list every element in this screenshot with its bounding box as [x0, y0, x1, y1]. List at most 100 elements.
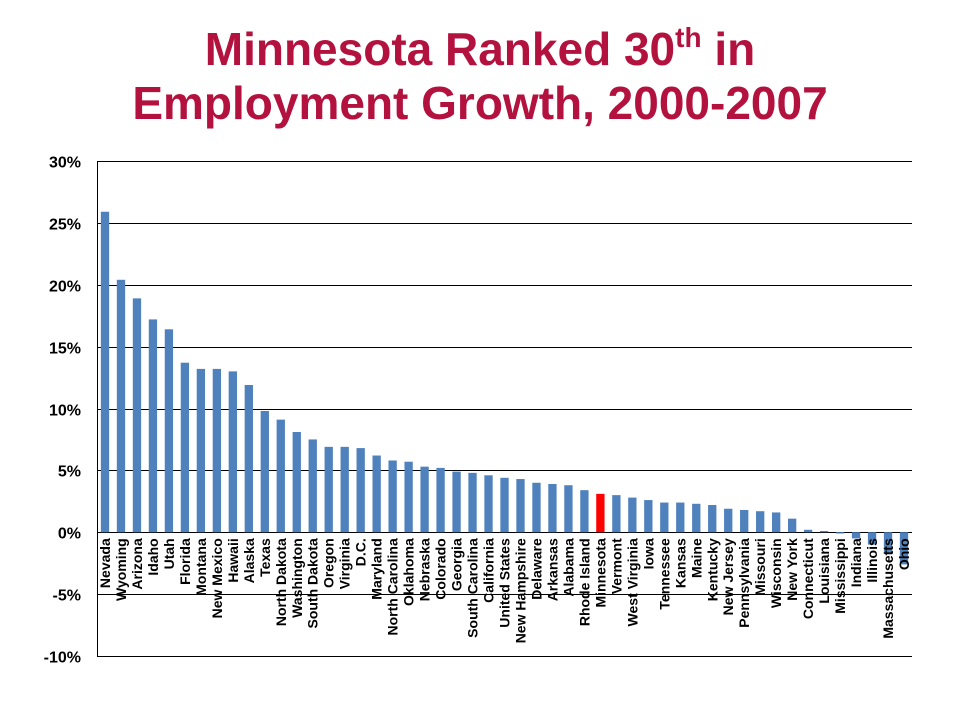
bar: [756, 511, 765, 533]
x-category-label: Maryland: [369, 538, 385, 599]
y-tick-label: -10%: [44, 650, 81, 667]
x-category-label: Montana: [193, 538, 209, 596]
bar: [324, 446, 333, 533]
x-category-label: Rhode Island: [576, 538, 592, 626]
bar-highlight: [596, 493, 605, 533]
bar: [835, 532, 845, 534]
x-category-label: Iowa: [640, 538, 656, 569]
x-category-label: West Virginia: [624, 538, 640, 626]
bar: [692, 503, 701, 533]
x-category-label: North Carolina: [385, 538, 401, 635]
y-tick-label: -5%: [53, 588, 81, 605]
x-category-label: Arizona: [129, 538, 145, 590]
bar: [803, 529, 813, 533]
chart-title-superscript: th: [675, 21, 702, 53]
y-axis: 30% 25% 20% 15% 10% 5% 0% -5% -10%: [44, 155, 98, 667]
bar: [564, 485, 573, 533]
bar: [228, 371, 237, 533]
bar: [116, 279, 126, 533]
bar: [612, 495, 621, 533]
bar: [148, 319, 158, 533]
bar: [676, 502, 685, 533]
x-category-label: Vermont: [608, 538, 624, 594]
chart-title-line-1-prefix: Minnesota Ranked 30: [204, 23, 676, 75]
bar: [420, 466, 429, 533]
x-category-label: Oregon: [321, 538, 337, 588]
x-category-label: Missouri: [752, 538, 768, 596]
x-category-label: New Hampshire: [512, 538, 528, 643]
x-category-label: Connecticut: [800, 538, 816, 619]
x-category-label: Louisiana: [816, 538, 832, 604]
x-category-label: New York: [784, 538, 800, 601]
bar: [292, 432, 301, 533]
bar: [516, 479, 525, 533]
bar: [724, 508, 733, 533]
x-category-label: Maine: [688, 538, 704, 578]
bar: [660, 502, 669, 533]
x-category-label: D.C.: [353, 538, 369, 566]
bar: [899, 532, 909, 565]
x-category-label: California: [481, 538, 497, 603]
x-category-label: Oklahoma: [401, 538, 417, 606]
x-category-label: Tennessee: [656, 538, 672, 610]
x-category-label: Minnesota: [592, 538, 608, 607]
category-labels: Nevada Wyoming Arizona Idaho Utah Florida Mont…: [97, 538, 912, 643]
bar: [372, 455, 381, 533]
x-category-label: North Dakota: [273, 538, 289, 626]
x-category-label: New Jersey: [720, 538, 736, 615]
bar: [548, 483, 557, 533]
x-category-label: Alaska: [241, 538, 257, 583]
bar: [532, 482, 541, 533]
x-category-label: Georgia: [449, 538, 465, 591]
x-category-label: Arkansas: [544, 538, 560, 601]
x-category-label: Colorado: [433, 538, 449, 599]
x-category-label: Alabama: [560, 538, 576, 597]
y-tick-label: 15%: [49, 341, 81, 358]
x-category-label: Washington: [289, 538, 305, 618]
bar: [580, 490, 589, 533]
x-category-label: Mississippi: [832, 538, 848, 613]
bar: [740, 509, 749, 533]
x-category-label: Wisconsin: [768, 538, 784, 608]
x-category-label: Pennsylvania: [736, 538, 752, 628]
bar: [708, 505, 717, 533]
bar: [244, 384, 253, 533]
bar: [132, 298, 142, 533]
x-category-label: South Dakota: [305, 538, 321, 628]
x-category-label: Massachusetts: [880, 538, 896, 639]
bar: [851, 532, 861, 539]
bar: [772, 512, 781, 533]
x-category-label: South Carolina: [465, 538, 481, 638]
y-tick-label: 5%: [58, 464, 81, 481]
x-category-label: Delaware: [528, 538, 544, 600]
x-category-label: Idaho: [145, 538, 161, 575]
bar: [867, 532, 877, 545]
bars: [100, 211, 909, 565]
x-category-label: Nevada: [97, 538, 113, 588]
y-tick-label: 0%: [58, 526, 81, 543]
bar: [260, 410, 269, 533]
x-category-label: Illinois: [864, 538, 880, 583]
x-category-label: United States: [497, 538, 513, 628]
bar: [436, 467, 445, 533]
x-category-label: Utah: [161, 538, 177, 569]
x-category-label: Indiana: [848, 538, 864, 587]
bar: [196, 368, 206, 533]
bar: [388, 460, 397, 533]
bar: [819, 531, 829, 533]
x-category-label: Ohio: [896, 538, 912, 570]
bar: [500, 477, 509, 533]
bar: [404, 461, 413, 533]
bar: [468, 472, 477, 533]
bar: [164, 329, 174, 533]
bar: [644, 500, 653, 533]
y-tick-label: 20%: [49, 279, 81, 296]
chart-title: Minnesota Ranked 30th in Employment Grow…: [0, 22, 960, 130]
chart-title-line-2: Employment Growth, 2000-2007: [132, 77, 828, 129]
bar: [484, 475, 493, 533]
x-category-label: Kansas: [672, 538, 688, 588]
bar: [452, 471, 461, 533]
x-category-label: Wyoming: [113, 538, 129, 601]
bar: [356, 448, 365, 533]
x-category-label: Kentucky: [704, 538, 720, 601]
